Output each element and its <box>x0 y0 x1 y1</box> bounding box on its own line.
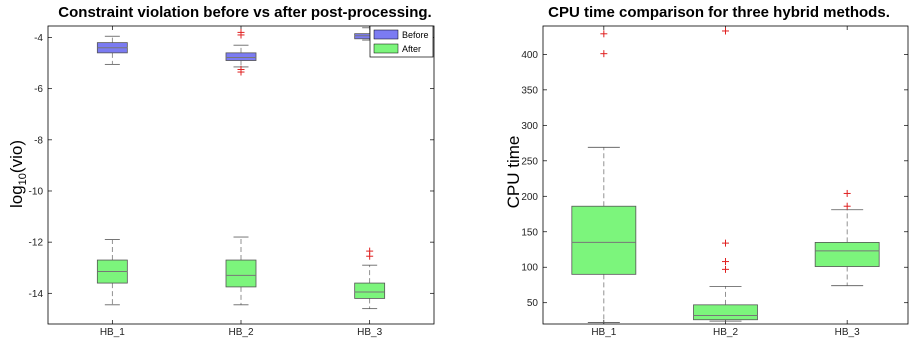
right-ytick-label-1: 100 <box>521 263 538 274</box>
left-xtick-label-0: HB_1 <box>100 327 125 338</box>
right-ytick-label-2: 150 <box>521 227 538 238</box>
left-before-box-1-box <box>225 52 257 61</box>
right-xtick-label-0: HB_1 <box>591 327 616 338</box>
left-ytick-label-1: -6 <box>34 84 43 95</box>
right-box-1-box <box>693 304 758 321</box>
right-xtick-label-2: HB_3 <box>835 327 860 338</box>
right-boxes <box>571 27 880 323</box>
right-chart: CPU time comparison for three hybrid met… <box>504 4 909 338</box>
right-xtick-label-1: HB_2 <box>713 327 738 338</box>
right-x-ticks: HB_1 HB_2 HB_3 <box>591 26 860 338</box>
legend-label-before: Before <box>402 30 429 40</box>
right-ytick-label-4: 250 <box>521 156 538 167</box>
left-xtick-label-1: HB_2 <box>228 327 253 338</box>
legend: Before After <box>369 25 434 58</box>
right-plot-frame <box>542 25 909 325</box>
left-ytick-label-5: -14 <box>29 289 44 300</box>
left-ylabel-tail: (vio) <box>7 140 26 173</box>
left-ytick-label-2: -8 <box>34 135 43 146</box>
left-ytick-label-0: -4 <box>34 33 43 44</box>
left-ytick-label-3: -10 <box>29 186 44 197</box>
left-ylabel-sub: 10 <box>17 173 29 185</box>
right-ytick-label-6: 350 <box>521 85 538 96</box>
left-boxes <box>96 27 386 310</box>
right-chart-title: CPU time comparison for three hybrid met… <box>548 4 890 21</box>
right-y-ticks: 50 100 150 200 250 300 350 400 <box>521 50 908 309</box>
left-ylabel-main: log <box>7 185 26 208</box>
legend-label-after: After <box>402 44 421 54</box>
left-chart-title: Constraint violation before vs after pos… <box>58 4 431 21</box>
legend-swatch-before <box>373 29 399 40</box>
right-ytick-label-3: 200 <box>521 192 538 203</box>
legend-swatch-after <box>373 43 399 54</box>
left-chart: Constraint violation before vs after pos… <box>7 4 435 338</box>
right-y-axis-label: CPU time <box>504 136 523 209</box>
left-after-box-1-box <box>225 259 257 288</box>
right-ytick-label-5: 300 <box>521 121 538 132</box>
left-ytick-label-4: -12 <box>29 238 44 249</box>
left-y-axis-label: log10(vio) <box>7 140 29 208</box>
right-ytick-label-0: 50 <box>527 298 539 309</box>
right-box-0-box <box>571 205 637 275</box>
right-box-2-box <box>814 242 880 267</box>
left-xtick-label-2: HB_3 <box>357 327 382 338</box>
right-ytick-label-7: 400 <box>521 50 538 61</box>
left-y-ticks: -4 -6 -8 -10 -12 -14 <box>29 33 434 300</box>
left-after-box-2-box <box>354 282 386 299</box>
